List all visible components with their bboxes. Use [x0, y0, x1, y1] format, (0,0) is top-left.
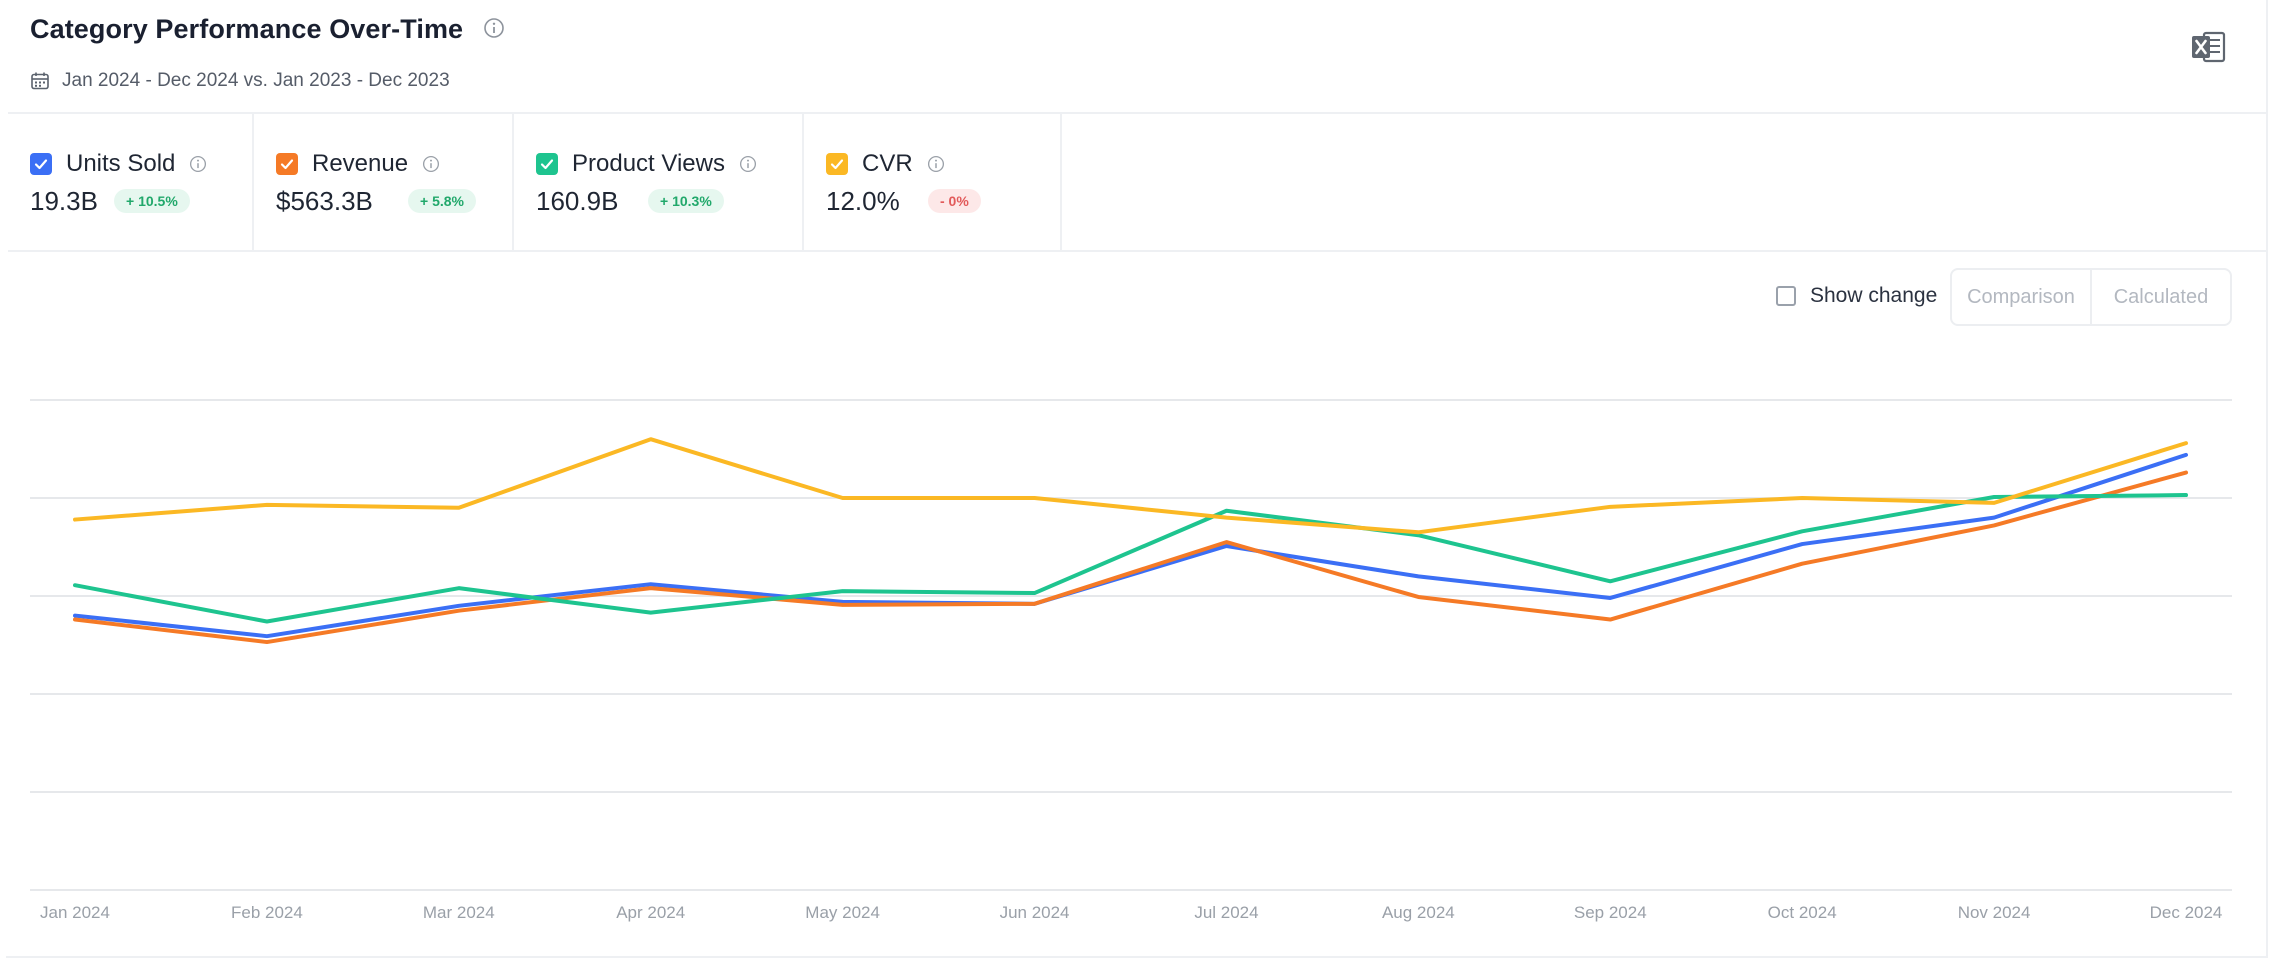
metric-change-badge: + 5.8%: [408, 189, 476, 213]
x-tick-label: Oct 2024: [1768, 903, 1837, 922]
metric-value: 160.9B: [536, 186, 619, 216]
info-icon[interactable]: [739, 155, 757, 173]
metric-label: Product Views: [572, 150, 725, 177]
metric-tile-cvr[interactable]: CVR 12.0% - 0%: [804, 114, 1062, 250]
metric-change-badge: - 0%: [928, 189, 981, 213]
checkmark-icon: [540, 159, 554, 170]
x-tick-label: Jul 2024: [1194, 903, 1258, 922]
metric-header: Product Views: [536, 150, 757, 178]
checkmark-icon: [830, 159, 844, 170]
x-tick-label: Dec 2024: [2150, 903, 2223, 922]
series-line-cvr[interactable]: [73, 437, 2188, 535]
info-icon[interactable]: [483, 17, 505, 39]
x-tick-label: Apr 2024: [616, 903, 685, 922]
metric-checkbox[interactable]: [536, 153, 558, 175]
metrics-divider: [8, 250, 2268, 252]
checkmark-icon: [280, 159, 294, 170]
x-tick-label: Sep 2024: [1574, 903, 1647, 922]
metric-header: CVR: [826, 150, 945, 178]
date-range[interactable]: Jan 2024 - Dec 2024 vs. Jan 2023 - Dec 2…: [30, 70, 450, 92]
show-change-label: Show change: [1810, 284, 1938, 307]
metric-change-badge: + 10.3%: [648, 189, 724, 213]
excel-export-icon[interactable]: [2190, 30, 2226, 69]
x-tick-label: Aug 2024: [1382, 903, 1455, 922]
chart-card: [6, 0, 2268, 958]
metric-checkbox[interactable]: [30, 153, 52, 175]
view-mode-toggle: Comparison Calculated: [1950, 268, 2232, 326]
metric-tile-product-views[interactable]: Product Views 160.9B + 10.3%: [514, 114, 804, 250]
calendar-icon: [31, 72, 49, 90]
metric-label: Units Sold: [66, 150, 176, 177]
show-change-toggle[interactable]: Show change: [1776, 284, 1937, 308]
series-line-product-views[interactable]: [73, 493, 2188, 624]
metric-tile-units-sold[interactable]: Units Sold 19.3B + 10.5%: [8, 114, 254, 250]
x-tick-label: Nov 2024: [1958, 903, 2031, 922]
x-tick-label: May 2024: [805, 903, 880, 922]
info-icon[interactable]: [422, 155, 440, 173]
x-tick-label: Jun 2024: [1000, 903, 1070, 922]
checkmark-icon: [34, 159, 48, 170]
series-line-units-sold[interactable]: [73, 452, 2188, 639]
metric-value: 12.0%: [826, 186, 900, 216]
metric-value: 19.3B: [30, 186, 98, 216]
info-icon[interactable]: [927, 155, 945, 173]
metric-label: Revenue: [312, 150, 409, 177]
comparison-button[interactable]: Comparison: [1967, 285, 2075, 308]
metric-checkbox[interactable]: [826, 153, 848, 175]
metric-header: Units Sold: [30, 150, 207, 178]
show-change-checkbox[interactable]: [1776, 286, 1796, 306]
x-tick-label: Mar 2024: [423, 903, 495, 922]
metric-header: Revenue: [276, 150, 440, 178]
metric-checkbox[interactable]: [276, 153, 298, 175]
date-range-label: Jan 2024 - Dec 2024 vs. Jan 2023 - Dec 2…: [62, 70, 450, 91]
series-line-revenue[interactable]: [73, 470, 2188, 645]
metric-label: CVR: [862, 150, 913, 177]
page-title: Category Performance Over-Time: [30, 14, 505, 45]
x-tick-label: Jan 2024: [40, 903, 110, 922]
header-divider: [8, 112, 2268, 114]
metric-value: $563.3B: [276, 186, 373, 216]
metric-change-badge: + 10.5%: [114, 189, 190, 213]
info-icon[interactable]: [189, 155, 207, 173]
calculated-button[interactable]: Calculated: [2090, 270, 2230, 324]
x-tick-label: Feb 2024: [231, 903, 303, 922]
metric-tile-revenue[interactable]: Revenue $563.3B + 5.8%: [254, 114, 514, 250]
